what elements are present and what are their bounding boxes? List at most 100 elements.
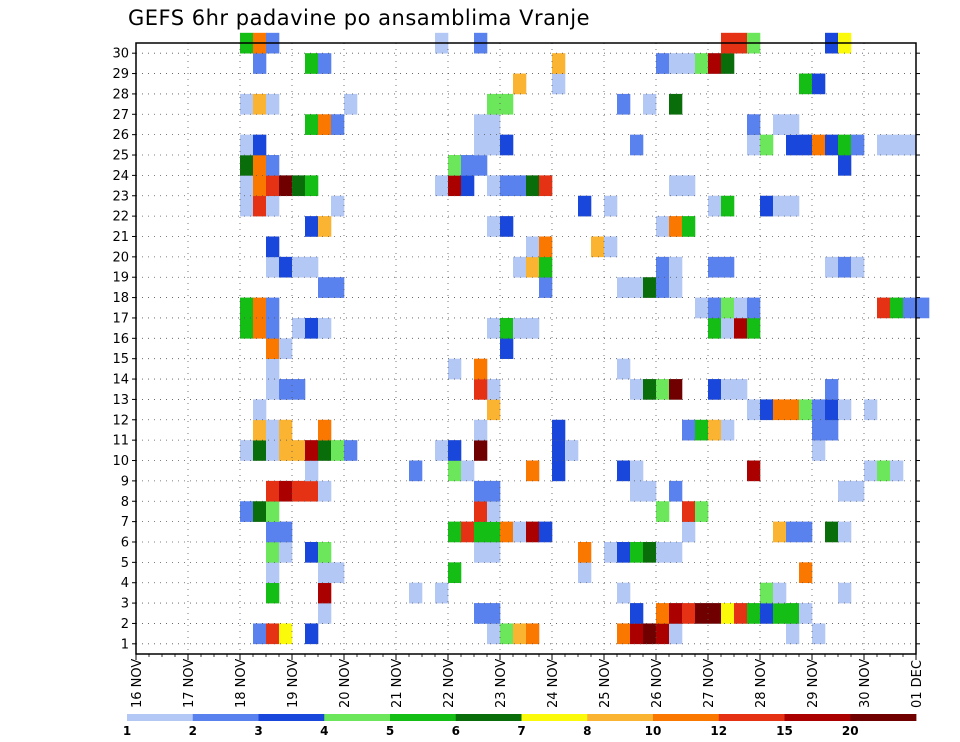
x-tick-label: 27 NOV (702, 659, 717, 708)
heatmap-cell (474, 541, 488, 563)
heatmap-cell (825, 379, 839, 400)
heatmap-cell (630, 460, 644, 482)
heatmap-cell (448, 175, 462, 197)
heatmap-cell (513, 623, 527, 645)
heatmap-cell (526, 317, 540, 339)
heatmap-cell (240, 175, 254, 197)
x-tick-label: 29 NOV (806, 659, 821, 708)
y-tick-label: 6 (121, 535, 129, 550)
heatmap-cell (786, 114, 800, 135)
y-tick-label: 22 (112, 210, 129, 225)
heatmap-cell (240, 440, 254, 461)
legend-swatch (455, 714, 522, 721)
heatmap-cell (526, 460, 540, 482)
heatmap-cell (474, 134, 488, 156)
heatmap-cell (799, 73, 813, 95)
heatmap-cell (266, 93, 280, 115)
heatmap-cell (708, 256, 722, 278)
heatmap-cell (435, 582, 449, 604)
y-tick-label: 24 (112, 169, 129, 184)
heatmap-cell (773, 399, 787, 421)
heatmap-cell (240, 93, 254, 115)
heatmap-cell (552, 460, 566, 482)
heatmap-cell (760, 603, 774, 624)
heatmap-cell (591, 236, 605, 258)
heatmap-cell (279, 256, 293, 278)
heatmap-cell (513, 256, 527, 278)
heatmap-cell (695, 603, 709, 624)
heatmap-cell (838, 480, 852, 502)
heatmap-cell (292, 440, 306, 461)
heatmap-cell (669, 541, 683, 563)
heatmap-cell (682, 419, 696, 441)
heatmap-cell (630, 379, 644, 400)
heatmap-cell (240, 155, 254, 176)
heatmap-cell (292, 379, 306, 400)
heatmap-cell (240, 297, 254, 319)
heatmap-cell (903, 297, 917, 319)
heatmap-cell (682, 53, 696, 74)
heatmap-cell (695, 297, 709, 319)
heatmap-cell (500, 317, 514, 339)
legend-label: 10 (645, 724, 662, 738)
heatmap-cell (526, 256, 540, 278)
heatmap-cell (305, 440, 319, 461)
heatmap-cell (708, 195, 722, 217)
heatmap-cell (448, 155, 462, 176)
heatmap-cell (305, 317, 319, 339)
x-tick-label: 28 NOV (754, 659, 769, 708)
legend-label: 4 (320, 724, 328, 738)
heatmap-cell (344, 93, 358, 115)
heatmap-cell (487, 480, 501, 502)
heatmap-cell (318, 562, 332, 584)
heatmap-cell (539, 175, 553, 197)
heatmap-cell (734, 317, 748, 339)
heatmap-cell (643, 93, 657, 115)
y-tick-label: 28 (112, 87, 129, 102)
heatmap-cell (656, 256, 670, 278)
x-tick-label: 26 NOV (650, 659, 665, 708)
heatmap-cell (266, 440, 280, 461)
heatmap-cell (695, 419, 709, 441)
heatmap-cell (760, 134, 774, 156)
heatmap-cell (903, 134, 917, 156)
heatmap-cell (669, 480, 683, 502)
heatmap-cell (344, 440, 358, 461)
heatmap-cell (487, 603, 501, 624)
heatmap-cell (695, 501, 709, 522)
heatmap-cell (513, 521, 527, 543)
legend-label: 12 (710, 724, 727, 738)
heatmap-cell (799, 521, 813, 543)
heatmap-cell (500, 93, 514, 115)
heatmap-cell (266, 338, 280, 359)
heatmap-cell (500, 623, 514, 645)
heatmap-cell (253, 440, 267, 461)
heatmap-cell (279, 440, 293, 461)
legend-label: 7 (517, 724, 525, 738)
heatmap-cell (292, 480, 306, 502)
heatmap-cell (500, 521, 514, 543)
heatmap-cell (305, 623, 319, 645)
heatmap-cell (760, 399, 774, 421)
heatmap-cell (487, 134, 501, 156)
heatmap-cell (825, 521, 839, 543)
heatmap-cell (474, 379, 488, 400)
heatmap-cell (539, 277, 553, 298)
heatmap-cell (630, 541, 644, 563)
heatmap-cell (266, 256, 280, 278)
y-tick-label: 25 (112, 149, 129, 164)
heatmap-cell (656, 379, 670, 400)
legend-swatch (784, 714, 851, 721)
legend-swatch (127, 714, 194, 721)
x-tick-label: 22 NOV (442, 659, 457, 708)
heatmap-cell (721, 256, 735, 278)
y-tick-label: 9 (121, 474, 129, 489)
heatmap-cell (331, 195, 345, 217)
heatmap-cell (253, 53, 267, 74)
heatmap-cell (305, 114, 319, 135)
heatmap-cell (487, 114, 501, 135)
heatmap-cell (474, 440, 488, 461)
heatmap-cell (643, 277, 657, 298)
y-tick-label: 23 (112, 189, 129, 204)
heatmap-cell (617, 358, 631, 380)
